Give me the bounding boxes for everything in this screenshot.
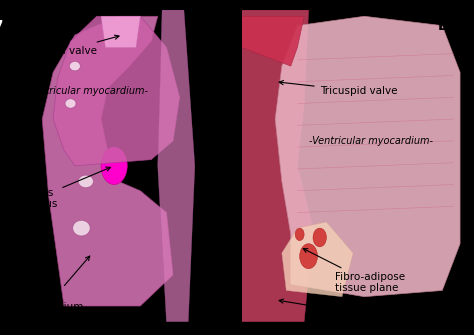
- Text: B: B: [438, 19, 448, 34]
- Text: Fibro-adipose
tissue plane: Fibro-adipose tissue plane: [303, 249, 405, 293]
- Polygon shape: [101, 16, 140, 48]
- Ellipse shape: [65, 99, 76, 108]
- Circle shape: [313, 228, 327, 247]
- Text: Fibrous
annulus: Fibrous annulus: [16, 167, 110, 209]
- Ellipse shape: [78, 175, 93, 188]
- Polygon shape: [42, 16, 173, 306]
- Polygon shape: [282, 222, 353, 297]
- Text: Atrial
myocardium: Atrial myocardium: [18, 256, 90, 312]
- Circle shape: [300, 244, 318, 269]
- Circle shape: [295, 228, 304, 241]
- Text: -Ventricular myocardium-: -Ventricular myocardium-: [24, 86, 148, 96]
- Text: A: A: [20, 19, 31, 34]
- Polygon shape: [53, 16, 180, 166]
- Text: Tricuspid valve: Tricuspid valve: [279, 80, 397, 96]
- Text: -Ventricular myocardium-: -Ventricular myocardium-: [309, 136, 433, 146]
- Polygon shape: [242, 16, 304, 66]
- Polygon shape: [242, 10, 313, 322]
- Text: 7: 7: [0, 19, 4, 38]
- Ellipse shape: [69, 61, 81, 71]
- Polygon shape: [275, 16, 460, 297]
- Polygon shape: [158, 10, 195, 322]
- Text: Mitral valve: Mitral valve: [36, 35, 119, 56]
- Text: Atrial myocardium: Atrial myocardium: [279, 299, 410, 319]
- Ellipse shape: [73, 220, 90, 236]
- Circle shape: [101, 147, 127, 185]
